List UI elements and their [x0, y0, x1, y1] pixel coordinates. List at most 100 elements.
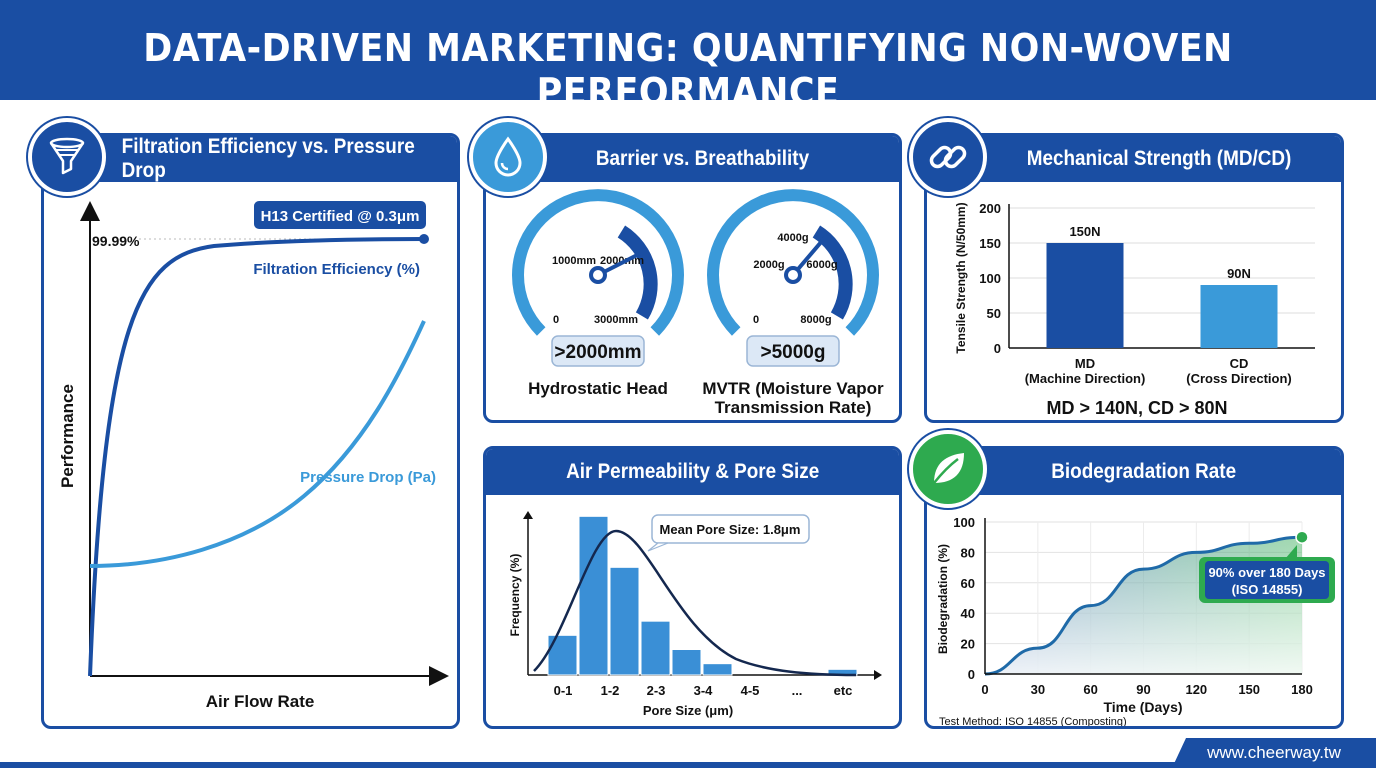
chain-link-icon — [909, 118, 987, 196]
bio-x-tick: 60 — [1083, 682, 1097, 697]
page-title: DATA-DRIVEN MARKETING: QUANTIFYING NON-W… — [143, 26, 1233, 114]
mech-bar-cd — [1200, 285, 1278, 348]
gauge2-value: >5000g — [761, 342, 826, 363]
bio-y-tick: 20 — [961, 637, 975, 652]
bio-y-tick: 40 — [961, 606, 975, 621]
bio-header: Biodegradation Rate — [927, 449, 1341, 495]
air-header: Air Permeability & Pore Size — [486, 449, 899, 495]
title-bar: DATA-DRIVEN MARKETING: QUANTIFYING NON-W… — [0, 0, 1376, 114]
gauge2-label-line1: MVTR (Moisture Vapor — [702, 379, 884, 398]
pore-x-tick: ... — [792, 683, 803, 698]
mech-y-tick: 100 — [979, 271, 1001, 286]
mech-y-tick: 50 — [987, 306, 1001, 321]
pore-y-label: Frequency (%) — [508, 554, 522, 637]
pore-x-tick: 2-3 — [647, 683, 666, 698]
gauge2-tick-3: 6000g — [806, 259, 837, 271]
bio-x-tick: 30 — [1031, 682, 1045, 697]
pore-x-tick: 4-5 — [741, 683, 760, 698]
pore-distribution-curve — [533, 529, 857, 677]
efficiency-line — [88, 237, 425, 677]
efficiency-end-point — [419, 234, 429, 244]
gauge1-tick-1: 1000mm — [552, 255, 596, 267]
footer-url[interactable]: www.cheerway.tw — [1172, 738, 1376, 768]
pore-bar — [547, 634, 578, 676]
barrier-header-label: Barrier vs. Breathability — [595, 147, 810, 170]
mech-value-label: 150N — [1069, 224, 1100, 239]
gauge1-hub — [589, 266, 607, 284]
gauge1-outer-arc — [512, 189, 684, 336]
gauge2-tick-4: 8000g — [800, 314, 831, 326]
pore-x-label: Pore Size (μm) — [643, 703, 733, 718]
pore-x-arrow — [874, 670, 882, 680]
pore-callout-box — [651, 514, 810, 544]
pore-bar — [702, 663, 733, 676]
mechanical-header-label: Mechanical Strength (MD/CD) — [1026, 147, 1292, 170]
funnel-icon — [28, 118, 106, 196]
bio-x-tick: 150 — [1238, 682, 1260, 697]
pore-x-tick: 0-1 — [554, 683, 573, 698]
pore-size-chart: 0-1 1-2 2-3 3-4 4-5... etc Mean Pore Size: 1.8… — [508, 511, 882, 718]
filtration-panel: Filtration Efficiency vs. Pressure Drop … — [41, 133, 460, 729]
bio-y-label: Biodegradation (%) — [936, 544, 950, 654]
biodegradation-chart: Test Method: ISO 14855 (Composting) 0 20 4… — [936, 515, 1335, 728]
pore-bar — [578, 515, 609, 676]
h13-callout-text: H13 Certified @ 0.3μm — [261, 208, 420, 225]
filtration-chart: H13 Certified @ 0.3μm 99.99% Filtration … — [58, 201, 449, 711]
gauge1-high-arc — [617, 225, 658, 320]
mech-y-tick: 0 — [994, 341, 1001, 356]
bio-callout-line2: (ISO 14855) — [1232, 582, 1303, 597]
mechanical-chart: MD > 140N, CD > 80N 0 50 100 150 200 150N MD(M… — [954, 201, 1315, 418]
gauge2-hub — [784, 266, 802, 284]
mechanical-panel: Mechanical Strength (MD/CD) MD > 140N, C… — [924, 133, 1344, 423]
bio-y-tick: 60 — [961, 576, 975, 591]
bio-x-tick: 120 — [1185, 682, 1207, 697]
mvtr-gauge: 0 2000g 4000g 6000g 8000g >5000g MVTR (M… — [702, 189, 884, 417]
bio-y-tick: 80 — [961, 545, 975, 560]
pore-bar — [640, 620, 671, 676]
bio-x-tick: 180 — [1291, 682, 1313, 697]
bio-callout-tail — [1285, 545, 1297, 559]
bio-line — [984, 535, 1303, 676]
efficiency-value-label: 99.99% — [92, 233, 140, 249]
gauge2-tick-1: 2000g — [753, 259, 784, 271]
pore-y-arrow — [523, 511, 533, 519]
mech-bar-md — [1046, 243, 1124, 348]
efficiency-label: Filtration Efficiency (%) — [253, 261, 420, 278]
gauge1-value: >2000mm — [554, 342, 641, 363]
filtration-x-label: Air Flow Rate — [206, 692, 315, 711]
mech-category-label: MD — [1075, 356, 1095, 371]
gauge2-tick-0: 0 — [753, 314, 759, 326]
pore-bar — [609, 566, 640, 676]
mech-category-sublabel: (Machine Direction) — [1025, 371, 1146, 386]
mech-category-sublabel: (Cross Direction) — [1186, 371, 1291, 386]
mechanical-summary: MD > 140N, CD > 80N — [1046, 398, 1227, 418]
bio-test-note: Test Method: ISO 14855 (Composting) — [939, 716, 1127, 728]
gauges: 0 1000mm 2000mm 3000mm >2000mm Hydrostat… — [512, 189, 884, 417]
gauge1-label: Hydrostatic Head — [528, 379, 668, 398]
gauge1-value-box — [551, 335, 645, 367]
footer-bar — [0, 762, 1376, 768]
gauge2-outer-arc — [707, 189, 879, 336]
mech-y-tick: 200 — [979, 201, 1001, 216]
air-panel: Air Permeability & Pore Size 0-1 1-2 2-3 3-… — [483, 446, 902, 729]
bio-callout-line1: 90% over 180 Days — [1208, 565, 1325, 580]
bio-x-tick: 0 — [981, 682, 988, 697]
mechanical-header: Mechanical Strength (MD/CD) — [927, 136, 1341, 182]
gauge1-tick-0: 0 — [553, 314, 559, 326]
gauge2-label-line2: Transmission Rate) — [715, 398, 872, 417]
mech-y-tick: 150 — [979, 236, 1001, 251]
filtration-y-label: Performance — [58, 384, 77, 488]
bio-y-tick: 100 — [953, 515, 975, 530]
pore-x-tick: etc — [834, 683, 853, 698]
pore-callout-text: Mean Pore Size: 1.8μm — [660, 522, 801, 537]
pore-x-tick: 1-2 — [601, 683, 620, 698]
pressure-label: Pressure Drop (Pa) — [300, 469, 436, 486]
bio-y-tick: 0 — [968, 667, 975, 682]
gauge2-tick-2: 4000g — [777, 232, 808, 244]
bio-callout-inner — [1205, 561, 1329, 599]
hydrostatic-gauge: 0 1000mm 2000mm 3000mm >2000mm Hydrostat… — [512, 189, 684, 398]
pore-callout-tail — [647, 542, 669, 552]
bio-end-point — [1295, 530, 1309, 544]
pore-x-tick: 3-4 — [694, 683, 714, 698]
barrier-panel: Barrier vs. Breathability 0 1000mm 2000m… — [483, 133, 902, 423]
